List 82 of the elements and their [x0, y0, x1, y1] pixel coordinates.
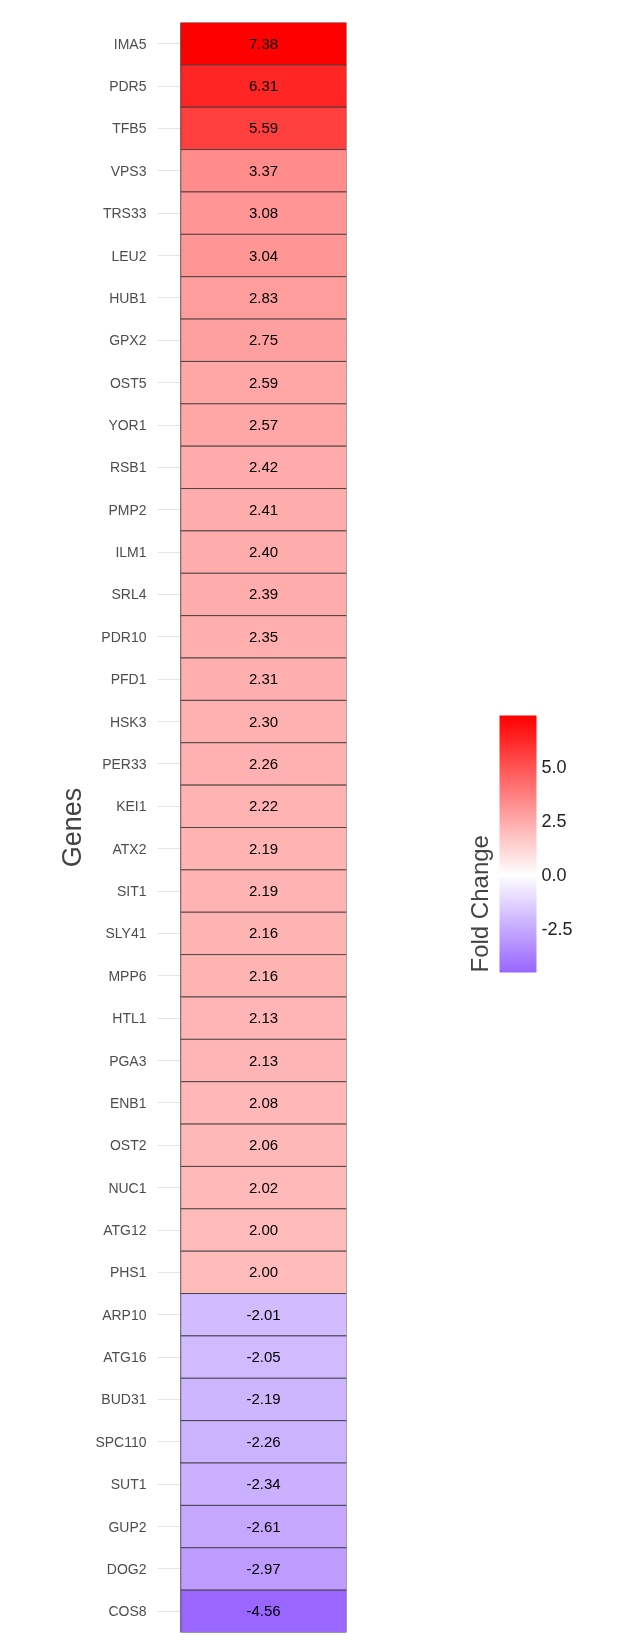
- data-label: 3.04: [249, 246, 279, 264]
- y-tick-label: YOR1: [108, 417, 147, 433]
- y-tick-label: ATG16: [103, 1349, 147, 1366]
- data-label: 2.59: [249, 373, 279, 391]
- y-tick-label: SIT1: [116, 883, 147, 900]
- data-label: 2.19: [249, 839, 279, 857]
- y-tick-label: BUD31: [101, 1391, 147, 1408]
- y-tick-label: SPC110: [95, 1433, 147, 1450]
- y-tick-label: HSK3: [109, 713, 147, 730]
- data-label: 2.42: [249, 458, 279, 476]
- data-label: 2.16: [249, 966, 279, 984]
- y-tick-label: ARP10: [102, 1306, 147, 1323]
- y-tick-label: GPX2: [109, 332, 147, 349]
- y-tick-label: PDR10: [101, 628, 147, 645]
- data-label: 2.39: [249, 585, 279, 603]
- data-label: 2.00: [249, 1221, 279, 1238]
- y-tick-label: ATX2: [112, 840, 147, 857]
- data-label: 2.16: [249, 924, 279, 942]
- data-label: -2.01: [246, 1305, 281, 1323]
- y-tick-label: PFD1: [110, 671, 147, 688]
- y-tick-label: MPP6: [108, 967, 147, 984]
- y-tick-label: PDR5: [109, 78, 147, 95]
- color-bar-label: 5.0: [541, 757, 567, 778]
- data-label: 2.30: [249, 712, 279, 730]
- data-label: -2.34: [246, 1475, 281, 1493]
- color-bar-title: Fold Change: [465, 835, 493, 973]
- y-axis-title: Genes: [57, 787, 88, 868]
- y-tick-label: ATG12: [103, 1222, 147, 1238]
- y-tick-label: KEI1: [116, 798, 147, 815]
- data-label: 2.06: [249, 1136, 279, 1154]
- y-tick-label: PMP2: [108, 501, 147, 518]
- y-tick-label: TRS33: [102, 205, 147, 222]
- color-bar-label: 0.0: [541, 864, 567, 885]
- data-label: 2.31: [249, 670, 279, 688]
- data-label: 2.02: [249, 1178, 279, 1196]
- y-tick-label: TFB5: [112, 120, 147, 137]
- data-label: 2.41: [249, 500, 279, 518]
- data-label: -2.97: [246, 1559, 281, 1577]
- y-tick-label: PER33: [102, 755, 147, 772]
- y-tick-label: ILM1: [115, 544, 147, 561]
- y-tick-label: SLY41: [105, 925, 147, 942]
- y-tick-label: SRL4: [111, 586, 147, 603]
- y-tick-label: GUP2: [108, 1518, 147, 1535]
- color-bar-label: 2.5: [541, 811, 567, 832]
- data-label: 2.19: [249, 882, 279, 900]
- y-tick-label: COS8: [108, 1603, 147, 1620]
- data-label: 2.35: [249, 627, 279, 645]
- data-label: 3.08: [249, 204, 279, 222]
- y-tick-label: VPS3: [110, 162, 147, 179]
- y-tick-label: IMA5: [113, 35, 147, 52]
- y-tick-label: PGA3: [109, 1052, 147, 1069]
- data-label: 2.40: [249, 543, 279, 561]
- data-label: -2.05: [246, 1348, 281, 1366]
- y-tick-label: OST5: [109, 374, 147, 391]
- data-label: 2.75: [249, 331, 279, 349]
- data-label: 6.31: [249, 77, 279, 95]
- data-label: 2.13: [249, 1051, 279, 1069]
- y-tick-label: HTL1: [112, 1010, 147, 1027]
- data-label: 2.57: [249, 416, 279, 433]
- data-label: 2.13: [249, 1009, 279, 1027]
- data-label: 2.26: [249, 754, 279, 772]
- y-tick-label: LEU2: [111, 247, 147, 264]
- data-label: 5.59: [249, 119, 279, 137]
- data-label: -2.26: [246, 1432, 281, 1450]
- data-label: 2.00: [249, 1263, 279, 1281]
- y-tick-label: NUC1: [108, 1179, 147, 1196]
- data-label: 3.37: [249, 161, 279, 179]
- data-label: -2.61: [246, 1517, 281, 1535]
- y-tick-label: DOG2: [106, 1560, 147, 1577]
- data-label: -4.56: [246, 1602, 281, 1620]
- data-label: 7.38: [249, 34, 279, 52]
- data-label: 2.22: [249, 797, 279, 815]
- y-tick-label: PHS1: [109, 1264, 147, 1281]
- data-label: 2.83: [249, 288, 279, 306]
- y-tick-label: SUT1: [110, 1476, 147, 1493]
- y-tick-label: HUB1: [109, 289, 147, 306]
- y-tick-label: ENB1: [109, 1094, 147, 1111]
- color-bar-label: -2.5: [541, 918, 573, 939]
- y-tick-label: OST2: [109, 1137, 147, 1154]
- y-tick-label: RSB1: [109, 459, 147, 476]
- data-label: 2.08: [249, 1093, 279, 1111]
- data-label: -2.19: [246, 1390, 281, 1408]
